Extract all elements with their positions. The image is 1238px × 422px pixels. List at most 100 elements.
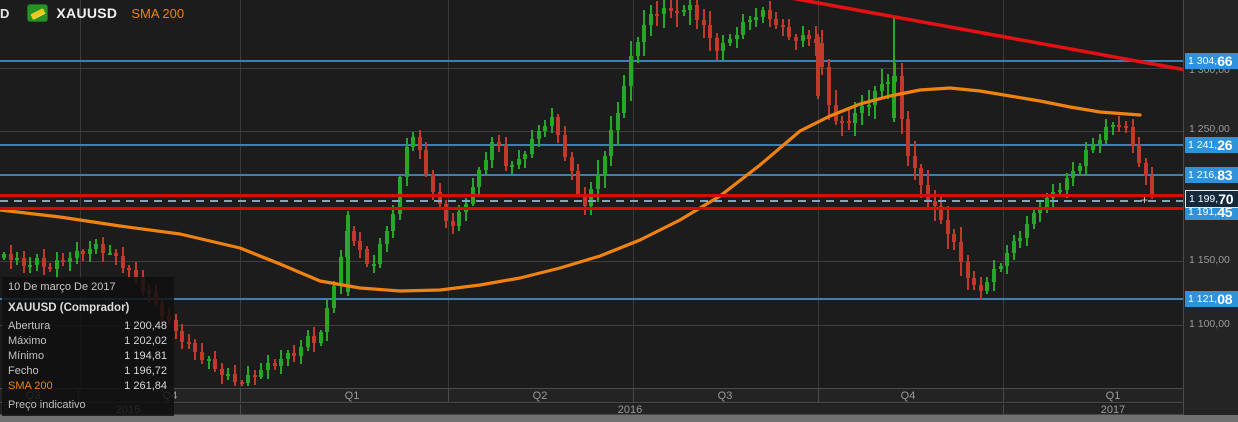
candle-body (252, 374, 257, 377)
candle-wick (253, 369, 256, 386)
candle (965, 254, 970, 291)
red-alert-line[interactable] (0, 194, 1183, 197)
candle (114, 248, 119, 266)
candle-body (107, 252, 112, 255)
candle-body (1097, 140, 1102, 145)
candle-wick (115, 248, 118, 266)
tooltip-footer: Preço indicativo (8, 399, 86, 411)
level-line-blue[interactable] (0, 60, 1183, 62)
time-axis-years[interactable]: 201520162017 (0, 404, 1183, 416)
candle-body (299, 346, 303, 356)
candle-body (609, 130, 614, 157)
candle-body (701, 19, 706, 26)
candle-body (424, 149, 429, 175)
candle-body (800, 34, 805, 42)
candle-body (186, 342, 191, 345)
candle-body (688, 4, 693, 11)
candle-body (417, 137, 422, 150)
candle (1117, 116, 1122, 133)
candle (21, 250, 26, 274)
level-line-blue[interactable] (0, 298, 1183, 300)
price-level-badge: 1 241, 26 (1185, 137, 1238, 153)
candle-body (312, 336, 317, 344)
chart-canvas[interactable]: + (0, 0, 1183, 388)
candle (629, 41, 633, 101)
candle (48, 263, 53, 272)
candle-body (134, 270, 138, 278)
candle (1124, 121, 1128, 134)
candle (879, 68, 884, 98)
quarter-label: Q4 (900, 390, 916, 402)
candle-body (886, 81, 891, 84)
candle (193, 338, 198, 361)
scrollbar-strip[interactable] (0, 415, 1238, 422)
axis-divider (448, 389, 449, 402)
candle-body (351, 230, 356, 242)
candle-body (543, 126, 548, 132)
candle (378, 237, 383, 269)
red-alert-line[interactable] (0, 207, 1183, 210)
candle-body (61, 260, 66, 263)
price-tick-label: 1 150,00 (1189, 254, 1230, 266)
candle-body (827, 67, 831, 106)
candle-body (919, 168, 924, 185)
candle (642, 9, 647, 56)
trend-line[interactable] (780, 0, 1183, 72)
candle (899, 63, 904, 134)
price-axis[interactable]: 1 300,00 1 250,00 1 150,00 1 100,00 1 304, 66… (1183, 0, 1238, 415)
candle (365, 246, 369, 267)
level-line-blue[interactable] (0, 174, 1183, 176)
candle-wick (187, 334, 190, 350)
candle-body (1137, 144, 1142, 163)
candle (959, 226, 963, 276)
candle-body (780, 25, 785, 28)
candle-wick (676, 0, 679, 27)
candle (668, 0, 673, 19)
candle (602, 150, 607, 189)
candle (233, 365, 237, 386)
tooltip-row-label: Abertura (8, 320, 51, 332)
candle (15, 252, 20, 265)
level-line-blue[interactable] (0, 144, 1183, 146)
candle-body (219, 369, 224, 375)
candle-body (2, 254, 6, 258)
candle-body (457, 211, 462, 227)
candle (186, 334, 191, 350)
candle-body (35, 258, 39, 266)
candle-body (516, 158, 521, 166)
tooltip-row-value: 1 194,81 (124, 350, 167, 362)
candle-body (945, 220, 950, 234)
candle (61, 253, 66, 267)
candle-body (741, 22, 746, 35)
candle-body (761, 9, 765, 18)
candle-body (384, 231, 389, 245)
candle-body (629, 56, 633, 86)
candle-body (820, 43, 825, 68)
indicator-label[interactable]: SMA 200 (131, 5, 185, 21)
candle-body (767, 9, 772, 19)
candle-body (305, 336, 310, 347)
candle (2, 252, 6, 260)
candle-body (965, 262, 970, 279)
candle (1071, 161, 1076, 186)
candle-body (477, 169, 482, 187)
candle (510, 160, 515, 175)
time-axis-quarters[interactable]: Q3Q4Q1Q2Q3Q4Q1 (0, 388, 1183, 403)
candle-body (668, 8, 673, 12)
candle (734, 27, 739, 49)
candle-body (1011, 240, 1016, 254)
candle (444, 200, 449, 228)
candle-body (912, 155, 917, 169)
candle (1077, 163, 1082, 177)
sma-line[interactable] (0, 86, 1142, 293)
candle-body (510, 165, 515, 168)
candle-body (635, 41, 640, 56)
price-level-badge: 1 216, 83 (1185, 167, 1238, 183)
candle (312, 327, 317, 353)
candle-body (87, 249, 92, 255)
candle (714, 33, 719, 60)
candle-body (1038, 210, 1043, 214)
candle-body (114, 252, 119, 257)
candle (536, 124, 541, 147)
candle-body (873, 91, 878, 105)
